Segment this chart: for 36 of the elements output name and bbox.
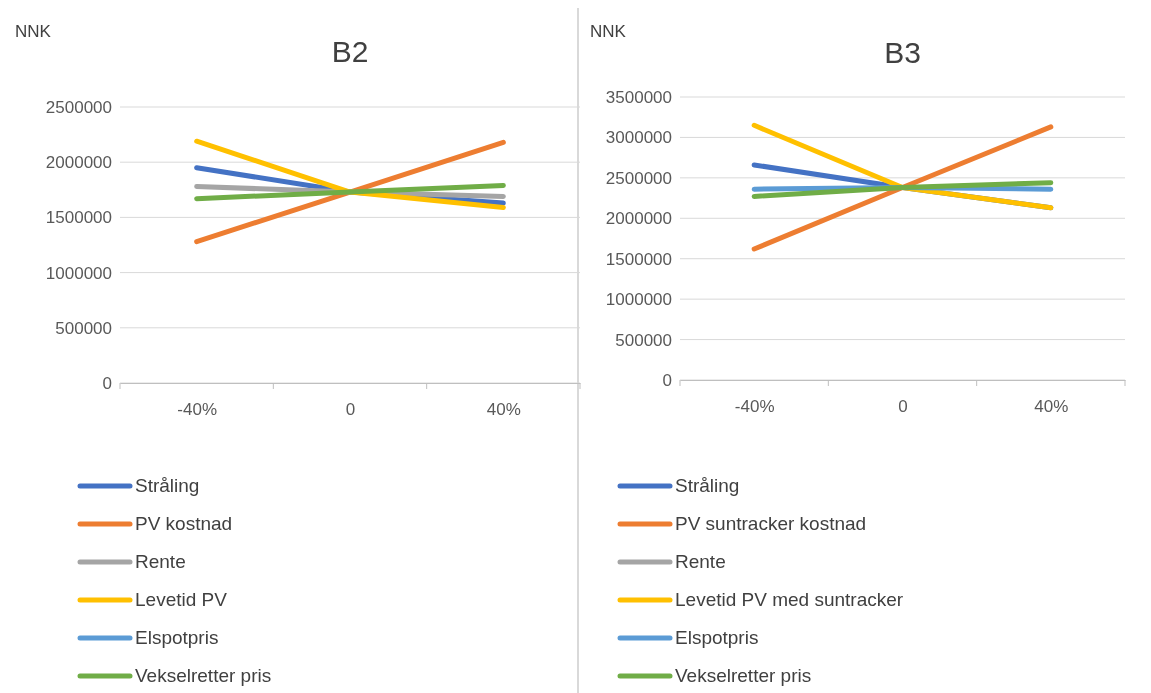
- legend-label: Vekselretter pris: [135, 665, 272, 686]
- chart-title: B3: [884, 36, 921, 69]
- legend-label: Levetid PV: [135, 589, 228, 610]
- legend-label: Rente: [675, 551, 726, 572]
- legend-label: PV suntracker kostnad: [675, 513, 867, 534]
- legend-label: Levetid PV med suntracker: [675, 589, 904, 610]
- y-axis-title: NNK: [590, 22, 627, 41]
- y-tick-label: 500000: [615, 330, 672, 350]
- x-tick-label: -40%: [734, 397, 775, 417]
- x-tick-label: 40%: [486, 400, 521, 420]
- legend-label: Vekselretter pris: [675, 665, 812, 686]
- y-tick-label: 1000000: [605, 290, 672, 310]
- y-tick-label: 2500000: [605, 168, 672, 188]
- y-tick-label: 0: [662, 370, 672, 390]
- y-tick-label: 3500000: [605, 87, 672, 107]
- y-tick-label: 0: [102, 373, 112, 393]
- chart-title: B2: [331, 35, 369, 68]
- y-tick-label: 1000000: [45, 263, 112, 283]
- legend-label: Rente: [135, 551, 186, 572]
- legend-label: Stråling: [675, 475, 740, 496]
- legend-label: Stråling: [135, 475, 200, 496]
- y-tick-label: 1500000: [605, 249, 672, 269]
- y-tick-label: 3000000: [605, 128, 672, 148]
- x-tick-label: 0: [898, 397, 908, 417]
- legend-label: PV kostnad: [135, 513, 233, 534]
- y-tick-label: 2000000: [45, 153, 112, 173]
- y-tick-label: 1500000: [45, 208, 112, 228]
- y-tick-label: 2500000: [45, 97, 112, 117]
- x-tick-label: 0: [345, 400, 356, 420]
- y-tick-label: 500000: [55, 318, 112, 338]
- x-tick-label: -40%: [177, 400, 218, 420]
- y-axis-title: NNK: [15, 22, 52, 41]
- legend-label: Elspotpris: [135, 627, 219, 648]
- legend-label: Elspotpris: [675, 627, 759, 648]
- x-tick-label: 40%: [1034, 397, 1069, 417]
- y-tick-label: 2000000: [605, 209, 672, 229]
